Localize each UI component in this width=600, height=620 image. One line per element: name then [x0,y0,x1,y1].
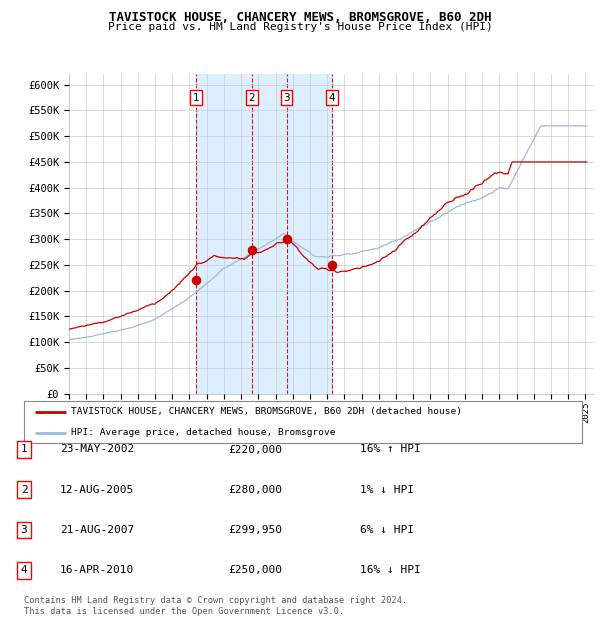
Text: Price paid vs. HM Land Registry's House Price Index (HPI): Price paid vs. HM Land Registry's House … [107,22,493,32]
Text: 1: 1 [193,92,200,102]
Point [328,260,337,270]
Text: 1: 1 [20,445,28,454]
Text: 4: 4 [20,565,28,575]
Text: 16-APR-2010: 16-APR-2010 [60,565,134,575]
Text: 2: 2 [248,92,255,102]
Text: 21-AUG-2007: 21-AUG-2007 [60,525,134,535]
Text: 16% ↓ HPI: 16% ↓ HPI [360,565,421,575]
FancyBboxPatch shape [24,401,582,443]
Text: £250,000: £250,000 [228,565,282,575]
Text: 12-AUG-2005: 12-AUG-2005 [60,485,134,495]
Text: Contains HM Land Registry data © Crown copyright and database right 2024.
This d: Contains HM Land Registry data © Crown c… [24,596,407,616]
Text: 6% ↓ HPI: 6% ↓ HPI [360,525,414,535]
Text: TAVISTOCK HOUSE, CHANCERY MEWS, BROMSGROVE, B60 2DH: TAVISTOCK HOUSE, CHANCERY MEWS, BROMSGRO… [109,11,491,24]
Text: 23-MAY-2002: 23-MAY-2002 [60,445,134,454]
Text: 4: 4 [329,92,335,102]
Bar [252,74,332,394]
Text: 16% ↑ HPI: 16% ↑ HPI [360,445,421,454]
Text: 3: 3 [20,525,28,535]
Text: TAVISTOCK HOUSE, CHANCERY MEWS, BROMSGROVE, B60 2DH (detached house): TAVISTOCK HOUSE, CHANCERY MEWS, BROMSGRO… [71,407,463,416]
Text: £220,000: £220,000 [228,445,282,454]
Text: HPI: Average price, detached house, Bromsgrove: HPI: Average price, detached house, Brom… [71,428,336,437]
Point [247,244,257,254]
Text: 3: 3 [283,92,290,102]
Text: 2: 2 [20,485,28,495]
Point [191,275,201,285]
Text: 1% ↓ HPI: 1% ↓ HPI [360,485,414,495]
Bar [196,74,252,394]
Text: £299,950: £299,950 [228,525,282,535]
Point [282,234,292,244]
Text: £280,000: £280,000 [228,485,282,495]
